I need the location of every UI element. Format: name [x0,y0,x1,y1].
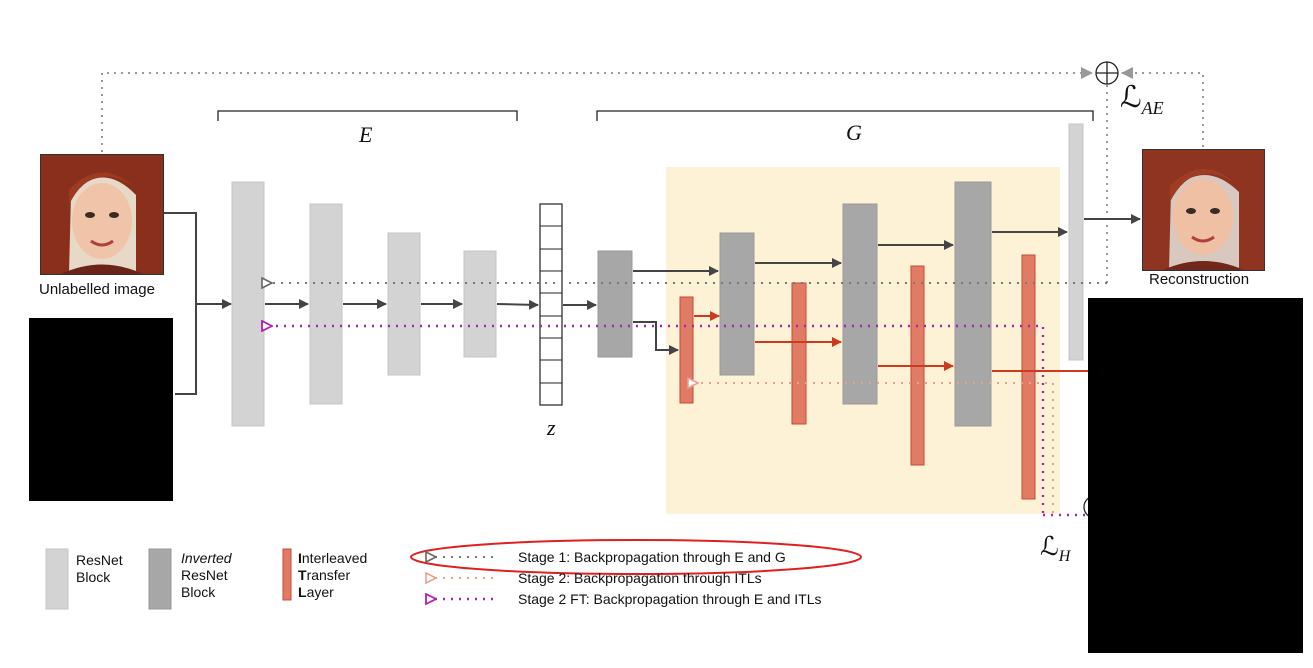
legend-stage2-label: Stage 2: Backpropagation through ITLs [518,570,762,586]
output-caption: Reconstruction [1149,271,1250,288]
legend-resnet-line1: ResNet [76,552,123,568]
generator-label: G [846,120,862,145]
input-image-connector [164,212,197,304]
itl-block-1 [679,296,694,404]
inverted-block-4 [954,181,992,427]
input-face-image [40,154,164,275]
ae-loss-label: ℒAE [1120,80,1164,119]
generator-bracket [596,110,1094,121]
masked-input-image [29,318,173,501]
ae-loss-symbol: ℒ [1120,80,1142,115]
encoder-label: E [359,122,373,147]
encoder-block-4 [463,250,497,358]
legend-itl-line3: Layer [298,584,334,600]
ae-loss-path-output [1121,67,1204,147]
legend-resnet-label: ResNet Block [76,552,123,586]
latent-vector [539,203,563,406]
legend-itl-line2: Transfer [298,567,351,583]
legend-stage1-label: Stage 1: Backpropagation through E and G [518,549,786,565]
legend-itl-line1: Interleaved [298,550,368,566]
gen-to-itl-arrow [633,321,679,355]
itl-block-4 [1021,254,1036,500]
inverted-block-1 [597,250,633,358]
legend-resnet-line2: Block [76,569,111,585]
encoder-bracket [217,110,518,121]
latent-label: z [547,415,556,440]
output-block [1068,123,1084,361]
legend-inverted-swatch [148,548,172,610]
ae-loss-path-input [101,67,1093,152]
encoder-block-3 [387,232,421,376]
stage1-highlight-ellipse [410,539,862,575]
h-loss-subscript: H [1058,548,1071,566]
input-mask-connector [175,304,197,395]
encoder-arrow-4 [496,299,539,310]
encoder-block-2 [309,203,343,405]
itl-block-2 [791,282,807,425]
legend-stage2ft-label: Stage 2 FT: Backpropagation through E an… [518,591,822,607]
input-caption: Unlabelled image [39,281,155,298]
legend-inverted-line3: Block [181,584,216,600]
reconstruction-face-image [1142,149,1265,271]
h-loss-label: ℒH [1040,532,1070,566]
legend-inverted-line2: ResNet [181,567,228,583]
inverted-block-2 [719,232,755,376]
legend-itl-swatch [282,548,292,601]
stage2-backprop-line [698,383,1054,513]
h-loss-symbol: ℒ [1040,532,1059,562]
legend-inverted-line1: Inverted [181,550,232,566]
legend-inverted-label: Inverted ResNet Block [181,550,232,601]
ae-loss-sum-node [1095,61,1119,85]
encoder-block-1 [231,181,265,427]
inverted-block-3 [842,203,878,405]
legend-itl-label: Interleaved Transfer Layer [298,550,367,601]
target-output-image [1088,298,1303,653]
legend-resnet-swatch [45,548,69,610]
ae-loss-subscript: AE [1141,98,1164,118]
